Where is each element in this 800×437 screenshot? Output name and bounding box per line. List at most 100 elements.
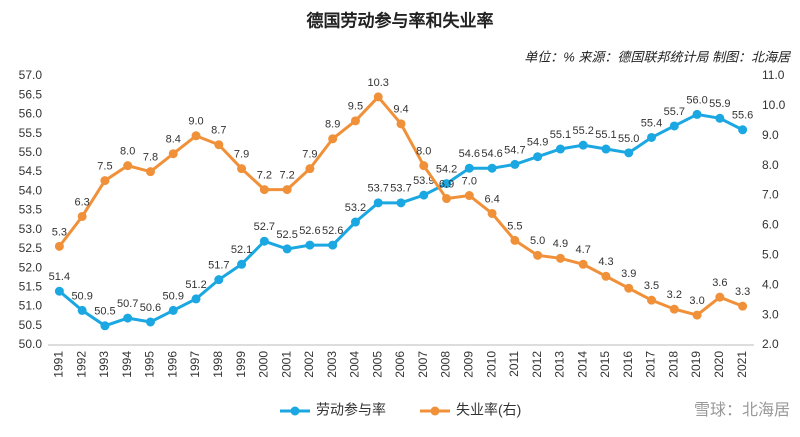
point — [669, 304, 679, 314]
data-label: 52.6 — [299, 225, 320, 237]
x-tick-label: 2005 — [370, 351, 384, 378]
data-label: 51.2 — [185, 279, 206, 291]
point — [123, 161, 133, 171]
point — [77, 305, 87, 315]
point — [555, 253, 565, 263]
data-label: 5.0 — [530, 235, 545, 247]
point — [328, 134, 338, 144]
data-label: 50.7 — [117, 298, 138, 310]
x-tick-label: 2020 — [712, 351, 726, 378]
chart-subtitle: 单位：% 来源：德国联邦统计局 制图：北海居 — [524, 49, 792, 64]
point — [624, 283, 634, 293]
data-label: 54.7 — [504, 144, 525, 156]
legend-marker — [290, 406, 300, 416]
legend-label: 劳动参与率 — [316, 402, 386, 418]
watermark: 雪球：北海居 — [694, 401, 790, 419]
point — [692, 109, 702, 119]
y-tick-label: 51.5 — [19, 280, 43, 294]
y2-tick-label: 10.0 — [762, 98, 786, 112]
y2-tick-label: 7.0 — [762, 188, 779, 202]
point — [237, 164, 247, 174]
y-tick-label: 55.0 — [19, 145, 43, 159]
point — [601, 144, 611, 154]
y-tick-label: 53.5 — [19, 203, 43, 217]
x-tick-label: 2014 — [575, 351, 589, 378]
point — [669, 121, 679, 131]
point — [624, 148, 634, 158]
y-tick-label: 54.0 — [19, 183, 43, 197]
point — [487, 163, 497, 173]
data-label: 7.8 — [143, 152, 158, 164]
data-label: 7.2 — [257, 169, 272, 181]
point — [145, 167, 155, 177]
data-label: 56.0 — [686, 94, 707, 106]
y-tick-label: 50.0 — [19, 337, 43, 351]
x-tick-label: 2021 — [735, 351, 749, 378]
x-tick-label: 1995 — [143, 351, 157, 378]
y-tick-label: 52.0 — [19, 260, 43, 274]
data-label: 54.9 — [527, 137, 548, 149]
point — [350, 116, 360, 126]
point — [487, 208, 497, 218]
chart-title: 德国劳动参与率和失业率 — [307, 10, 494, 30]
legend-label: 失业率(右) — [456, 402, 521, 418]
point — [555, 144, 565, 154]
data-label: 55.4 — [641, 117, 662, 129]
point — [647, 295, 657, 305]
point — [191, 294, 201, 304]
data-label: 3.3 — [735, 286, 750, 298]
data-label: 6.9 — [439, 178, 454, 190]
point — [259, 185, 269, 195]
y2-tick-label: 3.0 — [762, 307, 779, 321]
data-label: 6.4 — [484, 193, 499, 205]
x-tick-label: 2001 — [279, 351, 293, 378]
x-tick-label: 1998 — [211, 351, 225, 378]
point — [442, 179, 452, 189]
x-tick-label: 2015 — [598, 351, 612, 378]
data-label: 55.0 — [618, 133, 639, 145]
point — [145, 317, 155, 327]
data-label: 7.9 — [234, 149, 249, 161]
point — [100, 321, 110, 331]
data-label: 3.5 — [644, 280, 659, 292]
point — [168, 305, 178, 315]
data-label: 9.4 — [393, 104, 408, 116]
point — [259, 236, 269, 246]
data-label: 53.9 — [413, 175, 434, 187]
point — [214, 275, 224, 285]
point — [715, 292, 725, 302]
data-label: 55.1 — [550, 129, 571, 141]
point — [168, 149, 178, 159]
point — [715, 113, 725, 123]
point — [510, 235, 520, 245]
x-tick-label: 2000 — [257, 351, 271, 378]
point — [237, 259, 247, 269]
y-tick-label: 51.0 — [19, 299, 43, 313]
point — [282, 185, 292, 195]
point — [464, 163, 474, 173]
point — [282, 244, 292, 254]
x-tick-label: 2007 — [416, 351, 430, 378]
data-label: 7.9 — [302, 149, 317, 161]
data-label: 53.7 — [368, 183, 389, 195]
data-label: 3.6 — [712, 277, 727, 289]
point — [396, 198, 406, 208]
data-label: 53.7 — [390, 183, 411, 195]
legend-marker — [430, 406, 440, 416]
data-label: 9.0 — [188, 116, 203, 128]
point — [464, 191, 474, 201]
x-tick-label: 2011 — [507, 351, 521, 377]
point — [419, 161, 429, 171]
point — [647, 132, 657, 142]
y2-tick-label: 6.0 — [762, 218, 779, 232]
point — [54, 286, 64, 296]
x-tick-label: 2010 — [484, 351, 498, 378]
x-tick-label: 2012 — [530, 351, 544, 378]
data-label: 50.6 — [140, 302, 161, 314]
data-label: 54.6 — [459, 148, 480, 160]
data-label: 5.3 — [52, 226, 67, 238]
data-label: 3.9 — [621, 268, 636, 280]
data-label: 3.0 — [689, 295, 704, 307]
data-label: 7.0 — [462, 175, 477, 187]
x-tick-label: 2003 — [325, 351, 339, 378]
